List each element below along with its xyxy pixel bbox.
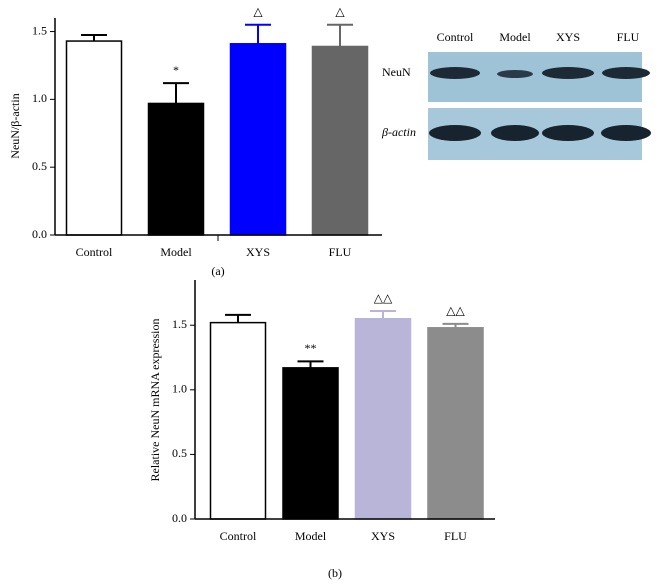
panel-label: (b) bbox=[328, 566, 342, 580]
y-tick-label: 0.0 bbox=[172, 511, 187, 525]
y-tick-label: 1.5 bbox=[32, 23, 47, 37]
blot-band bbox=[542, 67, 594, 79]
y-tick-label: 1.5 bbox=[172, 317, 187, 331]
panel-label: (a) bbox=[211, 264, 224, 278]
bar bbox=[65, 40, 123, 236]
blot-band bbox=[497, 70, 533, 78]
blot-band bbox=[429, 125, 481, 141]
blot-lane-label: Control bbox=[437, 30, 474, 44]
y-tick-label: 0.5 bbox=[32, 159, 47, 173]
significance-mark: △△ bbox=[446, 304, 465, 318]
bar bbox=[311, 45, 369, 236]
significance-mark: △ bbox=[335, 5, 345, 19]
significance-mark: △△ bbox=[374, 291, 393, 305]
significance-mark: ** bbox=[305, 341, 317, 355]
blot-lane-label: Model bbox=[499, 30, 531, 44]
western-blot bbox=[428, 52, 651, 160]
blot-band bbox=[430, 67, 480, 79]
blot-lane-label: XYS bbox=[556, 30, 580, 44]
blot-row-label: NeuN bbox=[382, 65, 411, 79]
bar bbox=[209, 321, 267, 520]
bar bbox=[147, 102, 205, 236]
y-axis-label: NeuN/β-actin bbox=[8, 93, 22, 158]
blot-band bbox=[491, 125, 539, 141]
blot-row-label: β-actin bbox=[381, 125, 416, 139]
blot-band bbox=[601, 125, 651, 141]
y-tick-label: 1.0 bbox=[32, 91, 47, 105]
x-tick-label: Control bbox=[76, 245, 113, 259]
y-tick-label: 0.5 bbox=[172, 446, 187, 460]
bar bbox=[229, 43, 287, 236]
x-tick-label: Control bbox=[220, 529, 257, 543]
bar bbox=[354, 318, 412, 520]
x-tick-label: XYS bbox=[246, 245, 270, 259]
significance-mark: * bbox=[173, 63, 179, 77]
blot-lane-label: FLU bbox=[617, 30, 640, 44]
significance-mark: △ bbox=[253, 5, 263, 19]
bar bbox=[282, 367, 339, 520]
y-axis-label: Relative NeuN mRNA expression bbox=[148, 319, 162, 482]
x-tick-label: Model bbox=[295, 529, 327, 543]
blot-band bbox=[542, 125, 594, 141]
blot-band bbox=[602, 67, 650, 79]
x-tick-label: Model bbox=[160, 245, 192, 259]
x-tick-label: FLU bbox=[329, 245, 352, 259]
x-tick-label: FLU bbox=[444, 529, 467, 543]
x-tick-label: XYS bbox=[371, 529, 395, 543]
bar bbox=[427, 327, 484, 520]
y-tick-label: 0.0 bbox=[32, 227, 47, 241]
y-tick-label: 1.0 bbox=[172, 382, 187, 396]
